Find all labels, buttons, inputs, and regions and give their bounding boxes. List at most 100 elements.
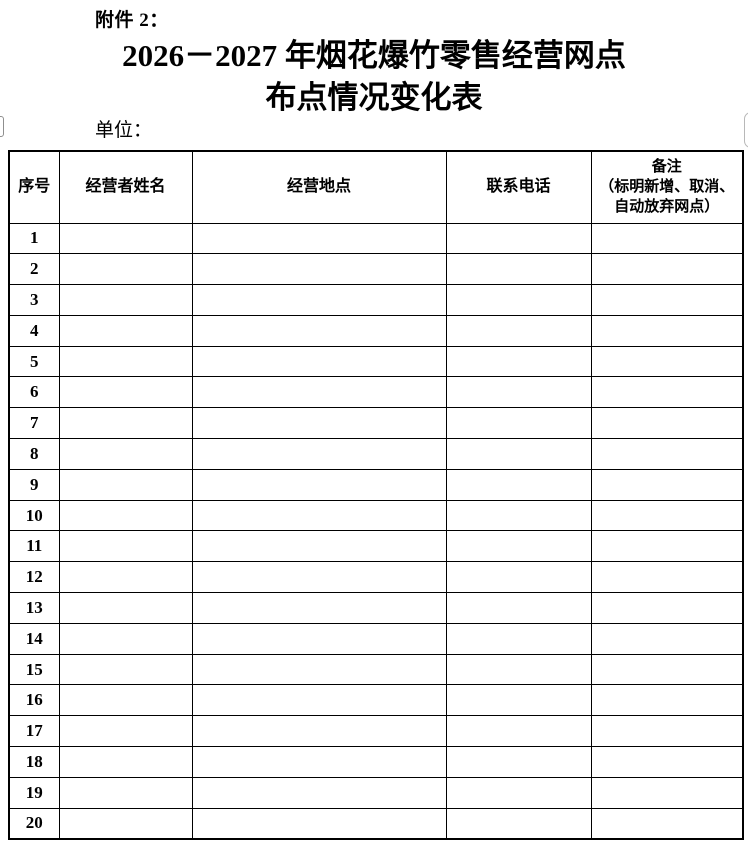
operator-name-cell: [58, 438, 193, 470]
col-header-index: 序号: [8, 150, 60, 224]
remark-cell: [590, 284, 744, 316]
network-points-change-table: 序号 经营者姓名 经营地点 联系电话 备注 （标明新增、取消、 自动放弃网点） …: [8, 150, 744, 840]
location-cell: [191, 345, 447, 378]
row-number-cell: 1: [8, 222, 60, 255]
col-header-remark: 备注 （标明新增、取消、 自动放弃网点）: [590, 150, 744, 224]
location-cell: [191, 438, 447, 470]
table-row: 20: [8, 807, 744, 840]
row-number-cell: 20: [8, 807, 60, 840]
row-number-cell: 8: [8, 438, 60, 470]
row-number-cell: 2: [8, 253, 60, 286]
table-row: 16: [8, 684, 744, 717]
location-cell: [191, 253, 447, 286]
left-edge-artifact: [0, 116, 4, 137]
phone-cell: [445, 622, 592, 655]
location-cell: [191, 715, 447, 748]
phone-cell: [445, 284, 592, 316]
attachment-label: 附件 2：: [95, 10, 169, 31]
phone-cell: [445, 653, 592, 686]
remark-cell: [590, 715, 744, 748]
remark-cell: [590, 345, 744, 378]
title-line-1: 2026－2027 年烟花爆竹零售经营网点: [122, 38, 626, 73]
table-row: 4: [8, 314, 744, 347]
row-number-cell: 17: [8, 715, 60, 748]
remark-cell: [590, 407, 744, 440]
location-cell: [191, 746, 447, 778]
table-header-row: 序号 经营者姓名 经营地点 联系电话 备注 （标明新增、取消、 自动放弃网点）: [8, 150, 744, 224]
operator-name-cell: [58, 530, 193, 563]
row-number-cell: 6: [8, 376, 60, 409]
table-body: 1 2 3 4 5 6 7: [8, 222, 744, 840]
row-number-cell: 5: [8, 345, 60, 378]
operator-name-cell: [58, 684, 193, 717]
table-row: 14: [8, 622, 744, 655]
operator-name-cell: [58, 561, 193, 594]
table-row: 7: [8, 407, 744, 440]
operator-name-cell: [58, 592, 193, 624]
location-cell: [191, 684, 447, 717]
remark-header-line-2: （标明新增、取消、: [599, 179, 735, 196]
operator-name-cell: [58, 314, 193, 347]
remark-cell: [590, 530, 744, 563]
operator-name-cell: [58, 715, 193, 748]
operator-name-cell: [58, 345, 193, 378]
row-number-cell: 11: [8, 530, 60, 563]
table-row: 19: [8, 776, 744, 809]
title-line-2: 布点情况变化表: [265, 80, 483, 115]
phone-cell: [445, 684, 592, 717]
remark-cell: [590, 746, 744, 778]
row-number-cell: 12: [8, 561, 60, 594]
remark-cell: [590, 807, 744, 840]
operator-name-cell: [58, 807, 193, 840]
phone-cell: [445, 468, 592, 501]
table-row: 17: [8, 715, 744, 748]
location-cell: [191, 561, 447, 594]
location-cell: [191, 376, 447, 409]
location-cell: [191, 468, 447, 501]
operator-name-cell: [58, 653, 193, 686]
row-number-cell: 18: [8, 746, 60, 778]
operator-name-cell: [58, 499, 193, 532]
location-cell: [191, 653, 447, 686]
table-row: 12: [8, 561, 744, 594]
row-number-cell: 16: [8, 684, 60, 717]
col-header-location: 经营地点: [191, 150, 447, 224]
phone-cell: [445, 776, 592, 809]
remark-header-line-3: 自动放弃网点）: [614, 199, 720, 216]
phone-cell: [445, 561, 592, 594]
remark-cell: [590, 622, 744, 655]
location-cell: [191, 222, 447, 255]
location-cell: [191, 499, 447, 532]
location-cell: [191, 592, 447, 624]
operator-name-cell: [58, 622, 193, 655]
phone-cell: [445, 407, 592, 440]
col-header-operator-name: 经营者姓名: [58, 150, 193, 224]
operator-name-cell: [58, 776, 193, 809]
row-number-cell: 7: [8, 407, 60, 440]
row-number-cell: 9: [8, 468, 60, 501]
table-row: 3: [8, 284, 744, 316]
remark-cell: [590, 592, 744, 624]
table-row: 18: [8, 746, 744, 778]
document-title: 2026－2027 年烟花爆竹零售经营网点 布点情况变化表: [0, 35, 748, 119]
remark-cell: [590, 222, 744, 255]
table-row: 6: [8, 376, 744, 409]
table-row: 5: [8, 345, 744, 378]
operator-name-cell: [58, 253, 193, 286]
right-edge-artifact: [744, 112, 748, 148]
remark-cell: [590, 684, 744, 717]
location-cell: [191, 407, 447, 440]
phone-cell: [445, 746, 592, 778]
phone-cell: [445, 592, 592, 624]
phone-cell: [445, 807, 592, 840]
table-row: 1: [8, 222, 744, 255]
col-header-phone: 联系电话: [445, 150, 592, 224]
phone-cell: [445, 438, 592, 470]
remark-cell: [590, 438, 744, 470]
location-cell: [191, 776, 447, 809]
remark-cell: [590, 314, 744, 347]
remark-header-line-1: 备注: [651, 159, 682, 176]
row-number-cell: 14: [8, 622, 60, 655]
phone-cell: [445, 253, 592, 286]
phone-cell: [445, 715, 592, 748]
